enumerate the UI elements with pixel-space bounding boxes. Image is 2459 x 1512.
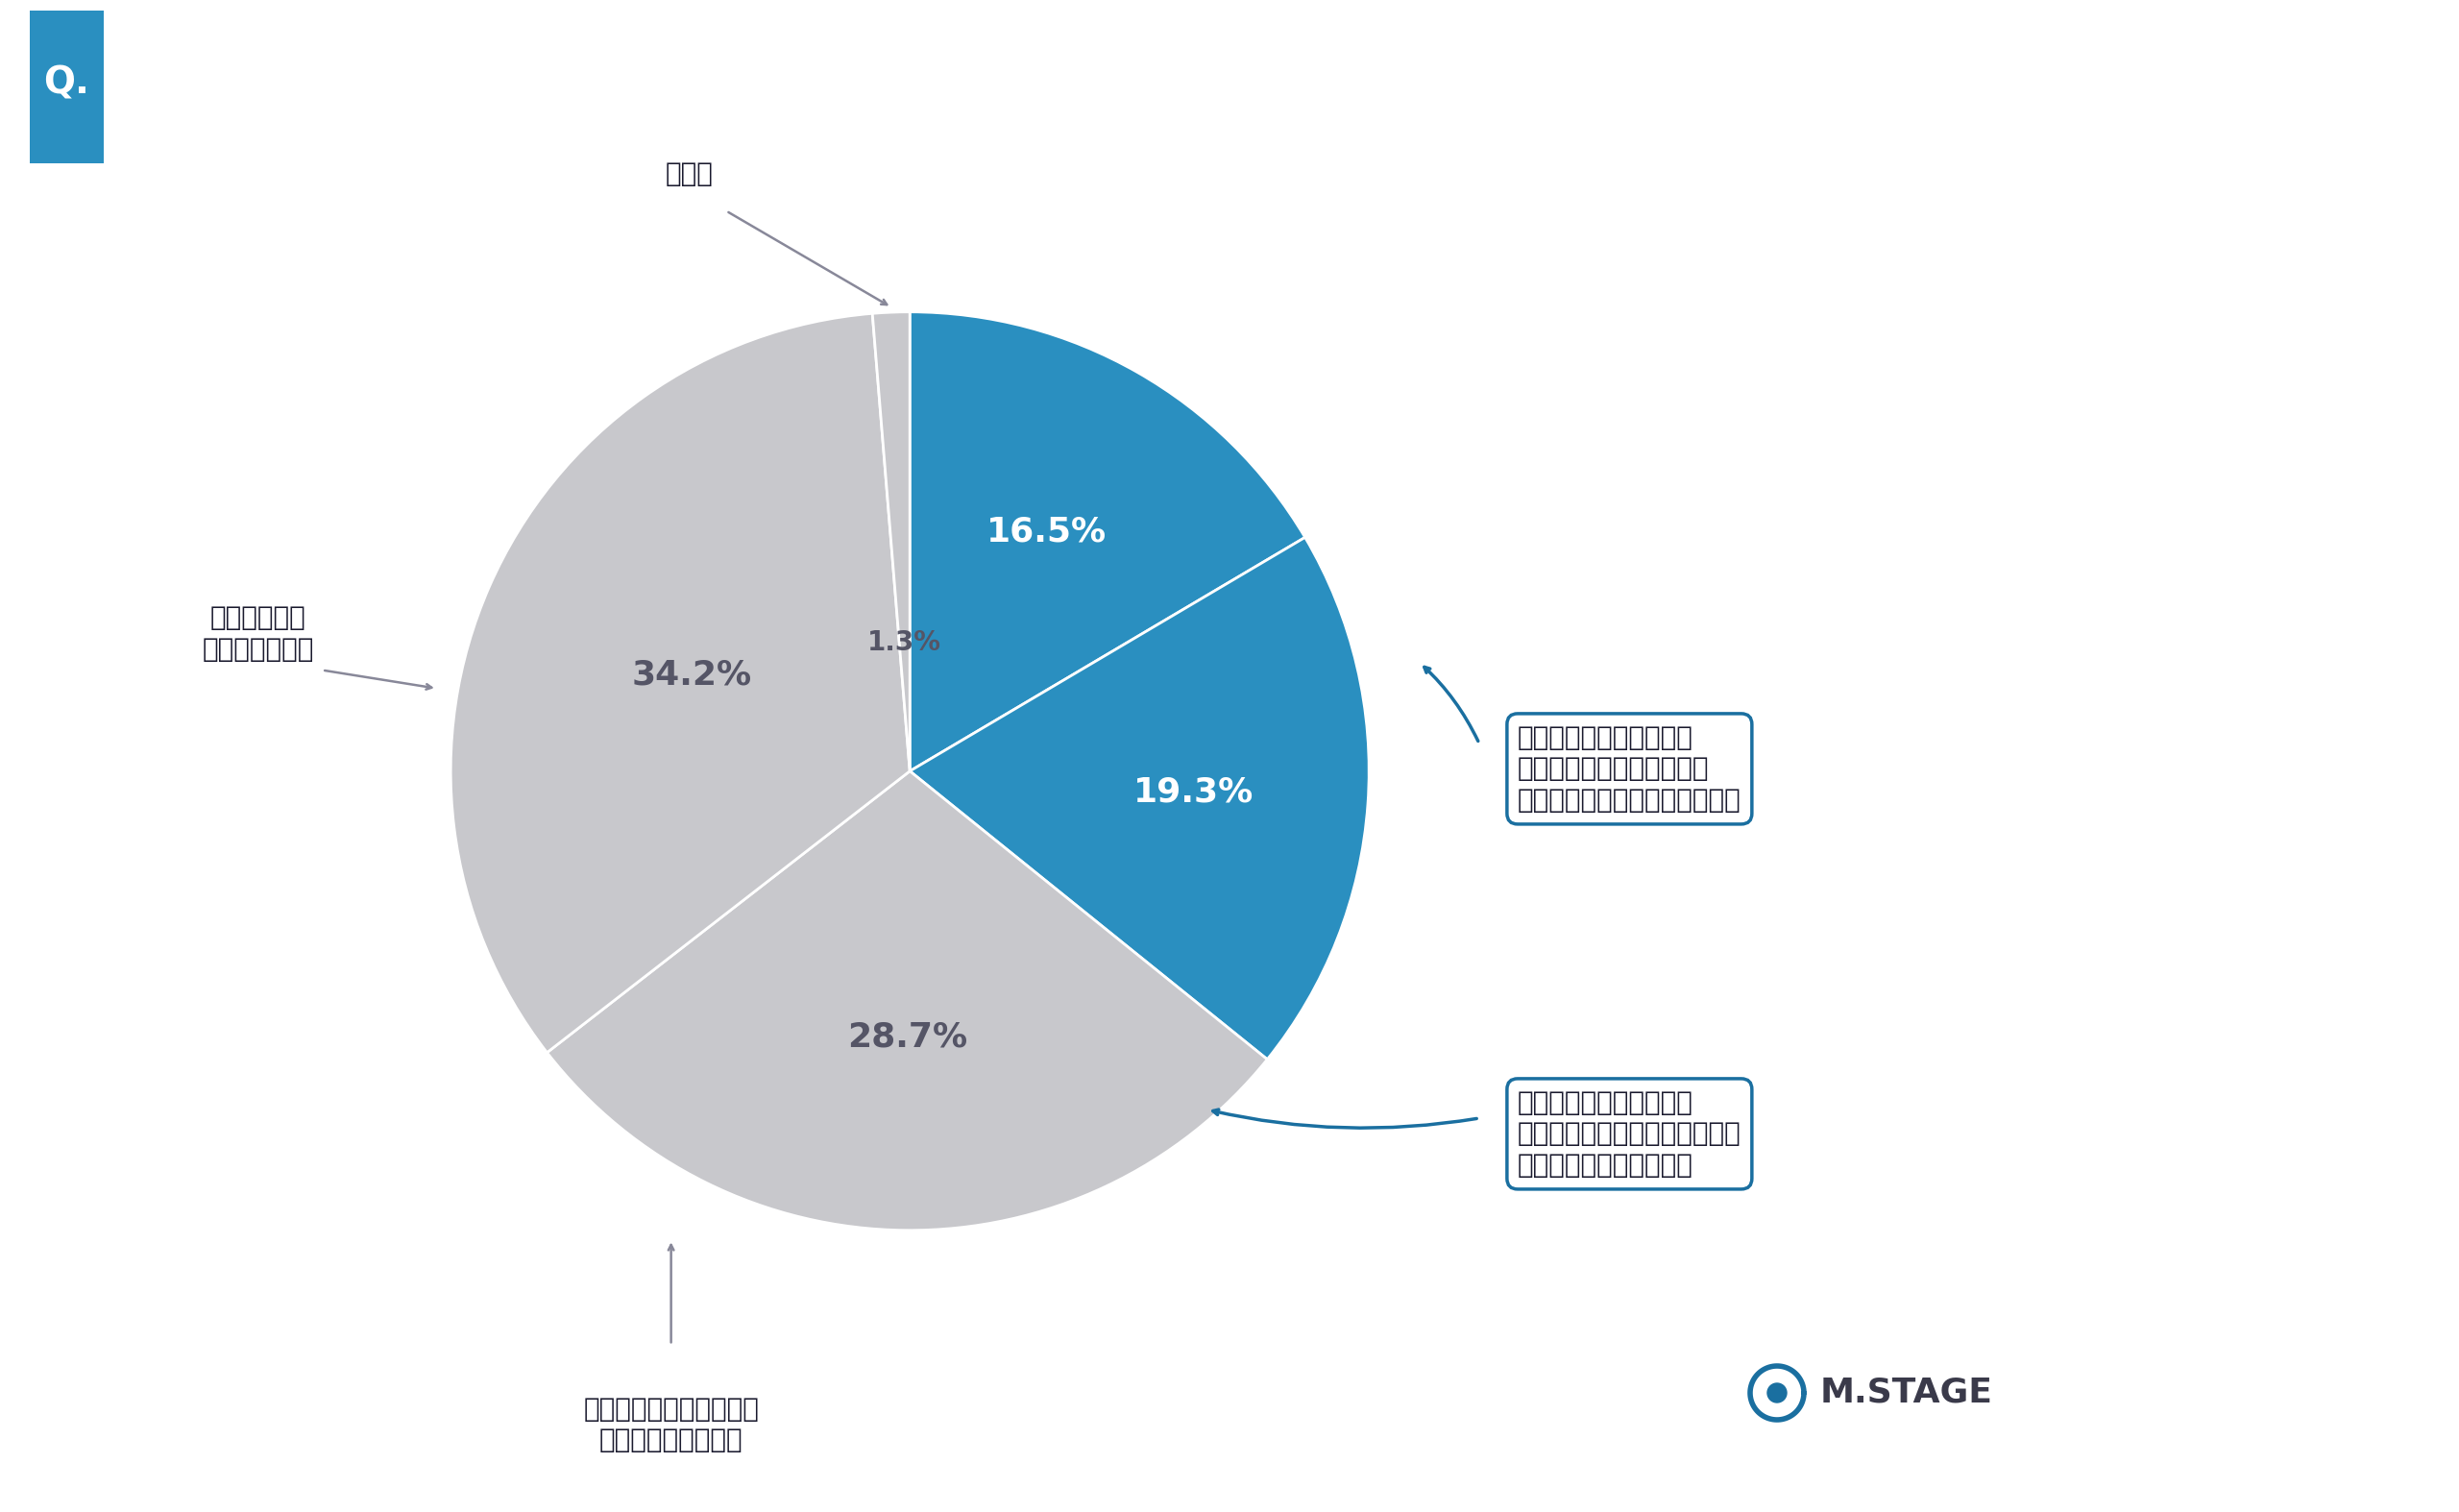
Text: 専用のオペレーションが
無いため、休職・離職者の
状況に応じて都度対応している: 専用のオペレーションが 無いため、休職・離職者の 状況に応じて都度対応している [1517,724,1741,813]
Wedge shape [873,311,910,771]
Wedge shape [546,771,1266,1231]
Text: 休職・離職は
発生していない: 休職・離職は 発生していない [202,605,315,662]
Text: Q.: Q. [44,65,89,101]
Text: 28.7%: 28.7% [848,1021,966,1054]
Text: フィジカルヘルス不調者やメンタルヘルス不調者、それによる休職者・離職者が発生した際の: フィジカルヘルス不調者やメンタルヘルス不調者、それによる休職者・離職者が発生した… [135,38,870,67]
Wedge shape [910,537,1370,1060]
Text: 対応として、最もあてはまるものは何ですか。　（回答数400）: 対応として、最もあてはまるものは何ですか。 （回答数400） [135,112,664,139]
Circle shape [1768,1383,1788,1403]
FancyBboxPatch shape [30,11,103,163]
Text: M.STAGE: M.STAGE [1820,1376,1994,1409]
Wedge shape [910,311,1306,771]
Text: その他: その他 [666,160,713,187]
Text: 専用のオペレーションが
無いため、通常の休職・離職者
と同様の対応をしている: 専用のオペレーションが 無いため、通常の休職・離職者 と同様の対応をしている [1517,1089,1741,1178]
Text: 1.3%: 1.3% [868,629,942,656]
Wedge shape [450,313,910,1052]
Text: 16.5%: 16.5% [986,516,1107,549]
Text: 34.2%: 34.2% [632,659,752,691]
Text: 19.3%: 19.3% [1134,776,1254,807]
Text: 専用のオペレーションに
沿って対応している: 専用のオペレーションに 沿って対応している [583,1396,760,1453]
